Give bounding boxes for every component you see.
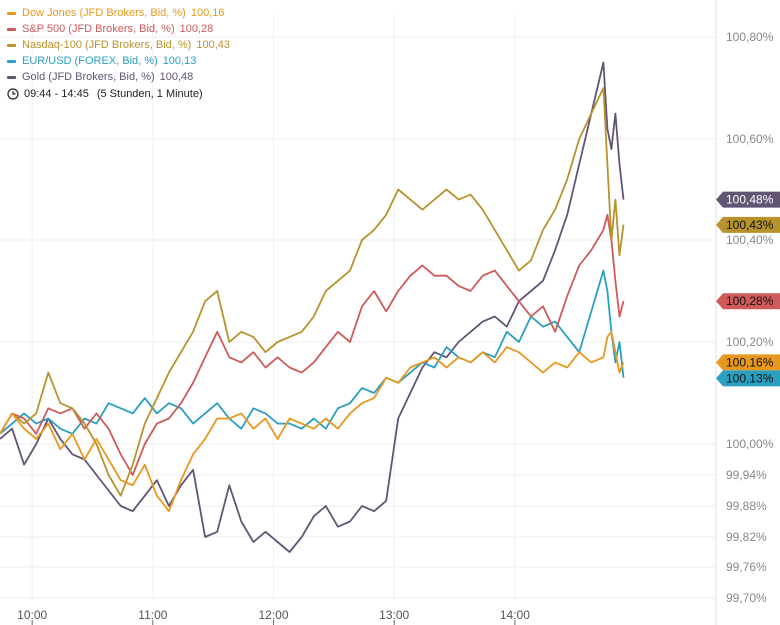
legend-swatch xyxy=(7,75,16,79)
legend-label: Nasdaq-100 (JFD Brokers, Bid, %) xyxy=(22,39,192,51)
legend-label: Gold (JFD Brokers, Bid, %) xyxy=(22,71,155,83)
end-tag: 100,43% xyxy=(716,216,780,233)
end-tag-label: 100,48% xyxy=(726,193,774,207)
time-range: 09:44 - 14:45 xyxy=(24,88,89,100)
y-axis: 100,80% 100,60% 100,40% 100,20% 100,00% 99,94… xyxy=(726,30,774,605)
legend-item-sp500[interactable]: S&P 500 (JFD Brokers, Bid, %) 100,28 xyxy=(7,21,230,37)
y-tick-label: 99,76% xyxy=(726,560,767,574)
series-line xyxy=(0,61,625,553)
y-tick-label: 100,60% xyxy=(726,132,774,146)
x-tick-label: 13:00 xyxy=(379,608,409,622)
x-tick-label: 14:00 xyxy=(500,608,530,622)
series-line xyxy=(0,87,625,497)
end-tags: 100,48% 100,43% 100,28% 100,16% 100,13% xyxy=(716,191,780,387)
end-tag-bg xyxy=(716,354,780,371)
legend-swatch xyxy=(7,59,16,63)
legend-item-gold[interactable]: Gold (JFD Brokers, Bid, %) 100,48 xyxy=(7,69,230,85)
gridlines xyxy=(0,15,716,600)
y-tick-label: 99,94% xyxy=(726,468,767,482)
series-line xyxy=(0,213,625,476)
series-line xyxy=(0,330,625,513)
legend: Dow Jones (JFD Brokers, Bid, %) 100,16 S… xyxy=(7,5,230,102)
end-tag: 100,48% xyxy=(716,191,780,208)
legend-value: 100,16 xyxy=(190,7,225,19)
legend-item-eurusd[interactable]: EUR/USD (FOREX, Bid, %) 100,13 xyxy=(7,53,230,69)
x-axis: 10:00 11:00 12:00 13:00 14:00 xyxy=(17,608,530,625)
time-duration: (5 Stunden, 1 Minute) xyxy=(96,88,203,100)
end-tag-label: 100,13% xyxy=(726,371,774,385)
series-layer xyxy=(0,61,625,553)
legend-value: 100,28 xyxy=(179,23,214,35)
end-tag: 100,13% xyxy=(716,370,780,387)
legend-label: EUR/USD (FOREX, Bid, %) xyxy=(22,55,158,67)
legend-value: 100,13 xyxy=(162,55,197,67)
x-tick-label: 10:00 xyxy=(17,608,47,622)
y-tick-label: 99,82% xyxy=(726,530,767,544)
legend-swatch xyxy=(7,27,16,31)
end-tag-label: 100,28% xyxy=(726,294,774,308)
y-tick-label: 100,00% xyxy=(726,437,774,451)
y-tick-label: 100,40% xyxy=(726,233,774,247)
y-tick-label: 99,70% xyxy=(726,591,767,605)
clock-icon xyxy=(7,88,19,100)
y-tick-label: 100,80% xyxy=(726,30,774,44)
end-tag-bg xyxy=(716,370,780,387)
end-tag: 100,16% xyxy=(716,354,780,371)
legend-swatch xyxy=(7,43,16,47)
end-tag-bg xyxy=(716,293,780,310)
y-tick-label: 100,20% xyxy=(726,335,774,349)
time-range-row: 09:44 - 14:45 (5 Stunden, 1 Minute) xyxy=(7,86,230,102)
end-tag-label: 100,43% xyxy=(726,218,774,232)
legend-label: Dow Jones (JFD Brokers, Bid, %) xyxy=(22,7,186,19)
legend-item-nasdaq[interactable]: Nasdaq-100 (JFD Brokers, Bid, %) 100,43 xyxy=(7,37,230,53)
legend-swatch xyxy=(7,11,16,15)
end-tag-bg xyxy=(716,216,780,233)
series-line xyxy=(0,269,625,435)
x-tick-label: 12:00 xyxy=(259,608,289,622)
end-tag: 100,28% xyxy=(716,293,780,310)
legend-item-dow-jones[interactable]: Dow Jones (JFD Brokers, Bid, %) 100,16 xyxy=(7,5,230,21)
end-tag-label: 100,16% xyxy=(726,355,774,369)
end-tag-bg xyxy=(716,191,780,208)
legend-label: S&P 500 (JFD Brokers, Bid, %) xyxy=(22,23,175,35)
legend-value: 100,43 xyxy=(196,39,230,51)
legend-value: 100,48 xyxy=(159,71,194,83)
y-tick-label: 99,88% xyxy=(726,499,767,513)
x-tick-label: 11:00 xyxy=(138,608,167,622)
